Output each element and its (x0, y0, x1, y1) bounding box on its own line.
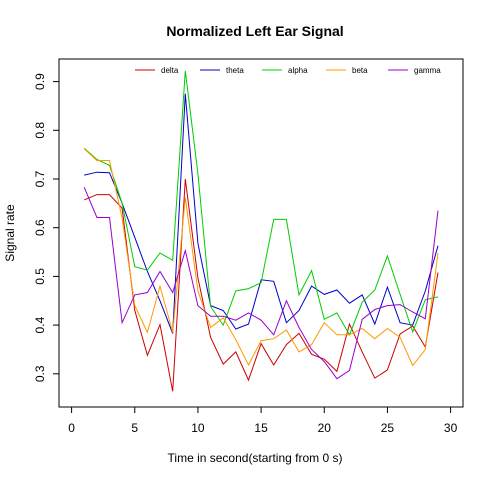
series-line-alpha (83, 70, 439, 336)
x-axis-label: Time in second(starting from 0 s) (168, 451, 343, 465)
series-line-beta (83, 148, 439, 367)
y-tick-label: 0.4 (33, 316, 47, 333)
y-tick-label: 0.3 (33, 365, 47, 382)
x-tick-label: 20 (318, 421, 332, 435)
legend-label-gamma: gamma (414, 66, 441, 75)
x-tick-label: 25 (381, 421, 395, 435)
legend-label-delta: delta (161, 66, 179, 75)
chart-title: Normalized Left Ear Signal (166, 23, 343, 39)
y-tick-label: 0.7 (33, 170, 47, 187)
y-tick-label: 0.9 (33, 73, 47, 90)
y-tick-label: 0.5 (33, 268, 47, 285)
x-tick-label: 5 (131, 421, 138, 435)
y-axis: 0.3 0.4 0.5 0.6 0.7 0.8 0.9 (33, 73, 60, 382)
series-line-gamma (83, 187, 439, 380)
x-tick-label: 30 (444, 421, 458, 435)
legend-label-alpha: alpha (288, 66, 308, 75)
x-tick-label: 10 (191, 421, 205, 435)
x-tick-label: 0 (68, 421, 75, 435)
series-line-theta (84, 93, 439, 334)
x-axis: 0 5 10 15 20 25 30 (68, 406, 458, 435)
y-tick-label: 0.8 (33, 122, 47, 139)
legend: delta theta alpha beta gamma (135, 66, 441, 75)
legend-label-beta: beta (352, 66, 368, 75)
series-line-delta (84, 178, 439, 392)
x-tick-label: 15 (254, 421, 268, 435)
legend-label-theta: theta (226, 66, 244, 75)
y-axis-label: Signal rate (3, 204, 17, 262)
plot-frame (58, 58, 464, 408)
series-layer (83, 70, 439, 392)
y-tick-label: 0.6 (33, 219, 47, 236)
